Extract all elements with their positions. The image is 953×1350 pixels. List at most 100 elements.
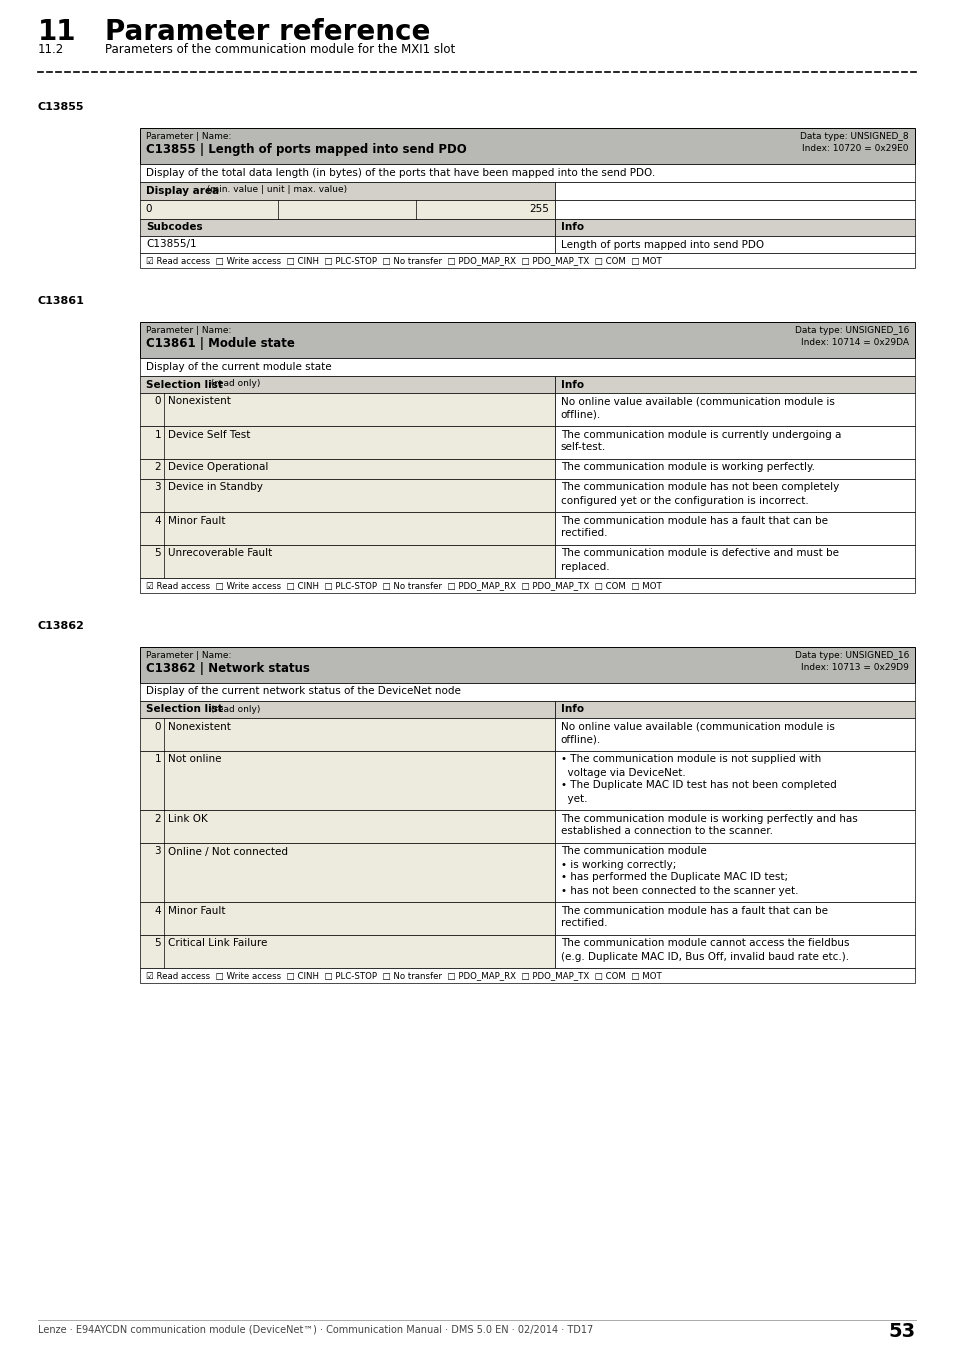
Text: C13862 | Network status: C13862 | Network status: [146, 662, 310, 675]
Text: Minor Fault: Minor Fault: [168, 906, 225, 915]
Text: • has performed the Duplicate MAC ID test;: • has performed the Duplicate MAC ID tes…: [560, 872, 787, 883]
Text: Display of the total data length (in bytes) of the ports that have been mapped i: Display of the total data length (in byt…: [146, 167, 655, 177]
Text: 2: 2: [154, 814, 161, 824]
Text: C13862: C13862: [38, 621, 85, 630]
Bar: [140, 647, 914, 683]
Bar: [140, 219, 554, 236]
Bar: [554, 512, 914, 545]
Bar: [554, 479, 914, 512]
Bar: [554, 751, 914, 810]
Bar: [140, 968, 914, 983]
Text: (read only): (read only): [208, 705, 260, 714]
Text: Parameter | Name:: Parameter | Name:: [146, 325, 232, 335]
Text: Display of the current network status of the DeviceNet node: Display of the current network status of…: [146, 687, 460, 697]
Text: 11.2: 11.2: [38, 43, 64, 55]
Text: The communication module is working perfectly.: The communication module is working perf…: [560, 463, 814, 472]
Text: 5: 5: [154, 938, 161, 949]
Text: Nonexistent: Nonexistent: [168, 721, 231, 732]
Text: replaced.: replaced.: [560, 562, 609, 571]
Text: Display of the current module state: Display of the current module state: [146, 362, 332, 371]
Text: Not online: Not online: [168, 755, 221, 764]
Text: The communication module: The communication module: [560, 846, 705, 856]
Bar: [140, 512, 554, 545]
Text: • The communication module is not supplied with: • The communication module is not suppli…: [560, 755, 820, 764]
Text: The communication module is working perfectly and has: The communication module is working perf…: [560, 814, 857, 824]
Text: Link OK: Link OK: [168, 814, 208, 824]
Text: 2: 2: [154, 463, 161, 472]
Text: Selection list: Selection list: [146, 705, 223, 714]
Text: C13861: C13861: [38, 296, 85, 306]
Bar: [140, 377, 554, 393]
Bar: [140, 128, 914, 163]
Text: Selection list: Selection list: [146, 379, 223, 390]
Text: (min. value | unit | max. value): (min. value | unit | max. value): [204, 185, 347, 194]
Bar: [140, 479, 554, 512]
Bar: [140, 182, 554, 200]
Bar: [554, 236, 914, 252]
Text: Length of ports mapped into send PDO: Length of ports mapped into send PDO: [560, 239, 763, 250]
Text: • The Duplicate MAC ID test has not been completed: • The Duplicate MAC ID test has not been…: [560, 780, 836, 791]
Bar: [554, 902, 914, 936]
Text: 4: 4: [154, 516, 161, 525]
Bar: [140, 751, 554, 810]
Text: The communication module is defective and must be: The communication module is defective an…: [560, 548, 838, 559]
Text: Lenze · E94AYCDN communication module (DeviceNet™) · Communication Manual · DMS : Lenze · E94AYCDN communication module (D…: [38, 1324, 593, 1334]
Bar: [140, 163, 914, 182]
Text: Index: 10713 = 0x29D9: Index: 10713 = 0x29D9: [801, 663, 908, 672]
Text: Online / Not connected: Online / Not connected: [168, 846, 288, 856]
Text: C13861 | Module state: C13861 | Module state: [146, 338, 294, 350]
Text: The communication module has a fault that can be: The communication module has a fault tha…: [560, 516, 827, 525]
Text: established a connection to the scanner.: established a connection to the scanner.: [560, 826, 772, 837]
Text: Info: Info: [560, 705, 583, 714]
Bar: [140, 683, 914, 701]
Text: 3: 3: [154, 482, 161, 493]
Text: 255: 255: [529, 204, 549, 213]
Text: Device Self Test: Device Self Test: [168, 429, 250, 440]
Bar: [554, 936, 914, 968]
Bar: [140, 459, 554, 479]
Text: offline).: offline).: [560, 734, 600, 744]
Text: Display area: Display area: [146, 185, 219, 196]
Bar: [554, 701, 914, 718]
Text: rectified.: rectified.: [560, 528, 606, 539]
Text: Info: Info: [560, 223, 583, 232]
Text: (e.g. Duplicate MAC ID, Bus Off, invalid baud rate etc.).: (e.g. Duplicate MAC ID, Bus Off, invalid…: [560, 952, 848, 961]
Text: ☑ Read access  □ Write access  □ CINH  □ PLC-STOP  □ No transfer  □ PDO_MAP_RX  : ☑ Read access □ Write access □ CINH □ PL…: [146, 256, 661, 266]
Text: Index: 10714 = 0x29DA: Index: 10714 = 0x29DA: [801, 338, 908, 347]
Text: 0: 0: [154, 397, 161, 406]
Text: Info: Info: [560, 379, 583, 390]
Text: 1: 1: [154, 755, 161, 764]
Text: • is working correctly;: • is working correctly;: [560, 860, 676, 869]
Bar: [140, 701, 554, 718]
Text: The communication module is currently undergoing a: The communication module is currently un…: [560, 429, 841, 440]
Text: 5: 5: [154, 548, 161, 559]
Bar: [554, 718, 914, 751]
Bar: [554, 377, 914, 393]
Text: The communication module has not been completely: The communication module has not been co…: [560, 482, 838, 493]
Bar: [140, 718, 554, 751]
Text: 1: 1: [154, 429, 161, 440]
Text: C13855 | Length of ports mapped into send PDO: C13855 | Length of ports mapped into sen…: [146, 143, 466, 157]
Bar: [140, 252, 914, 269]
Text: Data type: UNSIGNED_16: Data type: UNSIGNED_16: [794, 325, 908, 335]
Text: Index: 10720 = 0x29E0: Index: 10720 = 0x29E0: [801, 144, 908, 153]
Text: 53: 53: [888, 1322, 915, 1341]
Text: (read only): (read only): [208, 379, 260, 389]
Bar: [140, 323, 914, 358]
Text: offline).: offline).: [560, 409, 600, 420]
Text: No online value available (communication module is: No online value available (communication…: [560, 721, 834, 732]
Text: Subcodes: Subcodes: [146, 223, 202, 232]
Bar: [140, 842, 554, 902]
Bar: [554, 545, 914, 578]
Text: ☑ Read access  □ Write access  □ CINH  □ PLC-STOP  □ No transfer  □ PDO_MAP_RX  : ☑ Read access □ Write access □ CINH □ PL…: [146, 972, 661, 980]
Text: C13855: C13855: [38, 103, 85, 112]
Text: Parameter reference: Parameter reference: [105, 18, 430, 46]
Bar: [140, 578, 914, 593]
Text: 3: 3: [154, 846, 161, 856]
Bar: [140, 936, 554, 968]
Bar: [554, 427, 914, 459]
Bar: [140, 810, 554, 842]
Bar: [140, 545, 554, 578]
Bar: [140, 427, 554, 459]
Text: voltage via DeviceNet.: voltage via DeviceNet.: [560, 768, 684, 778]
